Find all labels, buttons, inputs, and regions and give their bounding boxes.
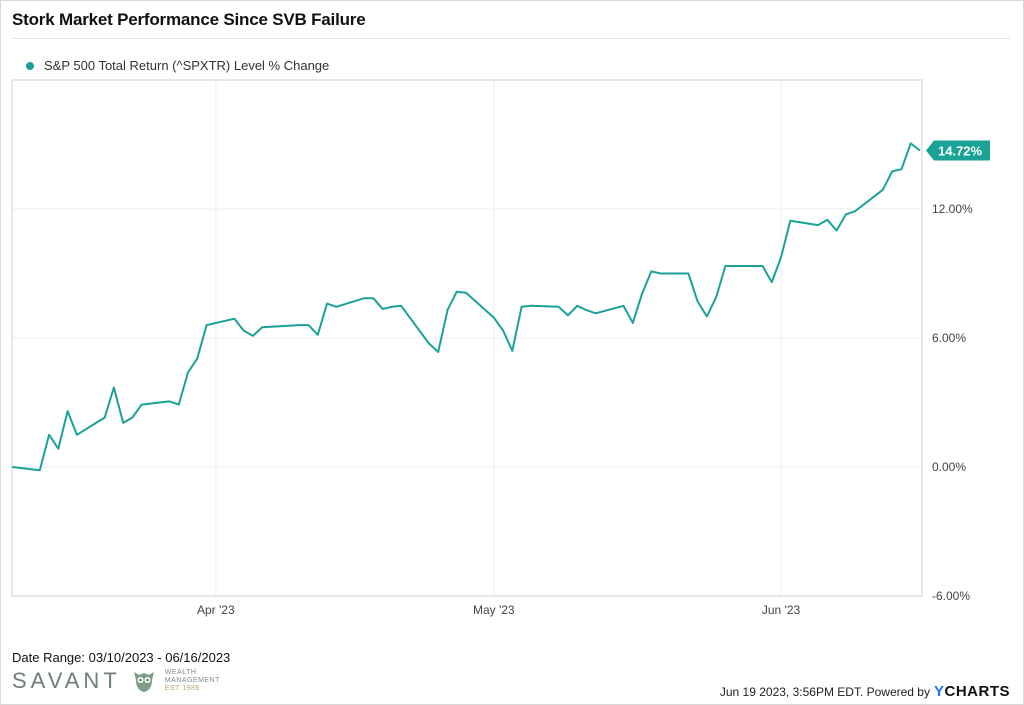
logo-line-wealth: WEALTH	[164, 669, 197, 676]
x-gridlines	[215, 80, 782, 596]
legend-marker	[26, 61, 34, 70]
last-value-label: 14.72%	[926, 140, 990, 161]
y-axis: -6.00% 0.00% 6.00% 12.00%	[932, 202, 973, 603]
title-divider	[12, 38, 1010, 39]
x-tick-label: Apr '23	[197, 603, 235, 617]
series-line-spxtr	[11, 142, 921, 472]
footer-attribution: Jun 19 2023, 3:56PM EDT. Powered by YCHA…	[720, 683, 1010, 700]
date-range: Date Range: 03/10/2023 - 06/16/2023	[12, 650, 231, 665]
x-axis: Apr '23 May '23 Jun '23	[197, 603, 800, 617]
last-value-flag	[926, 140, 990, 161]
y-tick-label: 12.00%	[932, 202, 973, 216]
footer-timestamp: Jun 19 2023, 3:56PM EDT. Powered by	[719, 684, 930, 699]
legend[interactable]: S&P 500 Total Return (^SPXTR) Level % Ch…	[26, 58, 329, 73]
y-tick-label: 0.00%	[932, 460, 966, 474]
savant-logo: SAVANT WEALTH MANAGEMENT EST 1986	[12, 668, 220, 694]
legend-label: S&P 500 Total Return (^SPXTR) Level % Ch…	[44, 58, 330, 73]
y-gridlines	[12, 208, 922, 468]
ycharts-logo-text: CHARTS	[944, 683, 1010, 700]
x-tick-label: Jun '23	[762, 603, 801, 617]
logo-line-management: MANAGEMENT	[164, 677, 220, 684]
chart-title: Stork Market Performance Since SVB Failu…	[12, 10, 366, 29]
plot-area	[11, 79, 923, 597]
y-tick-label: 6.00%	[932, 331, 966, 345]
ycharts-logo-y: Y	[933, 683, 945, 700]
y-tick-label: -6.00%	[932, 589, 970, 603]
ycharts-logo[interactable]: YCHARTS	[934, 683, 1010, 700]
logo-wordmark: SAVANT	[12, 668, 121, 693]
logo-line-est: EST 1986	[164, 685, 200, 692]
x-tick-label: May '23	[473, 603, 515, 617]
logo-subtitle: WEALTH MANAGEMENT EST 1986	[165, 669, 220, 693]
last-value-text: 14.72%	[938, 144, 983, 159]
owl-icon	[133, 672, 154, 692]
